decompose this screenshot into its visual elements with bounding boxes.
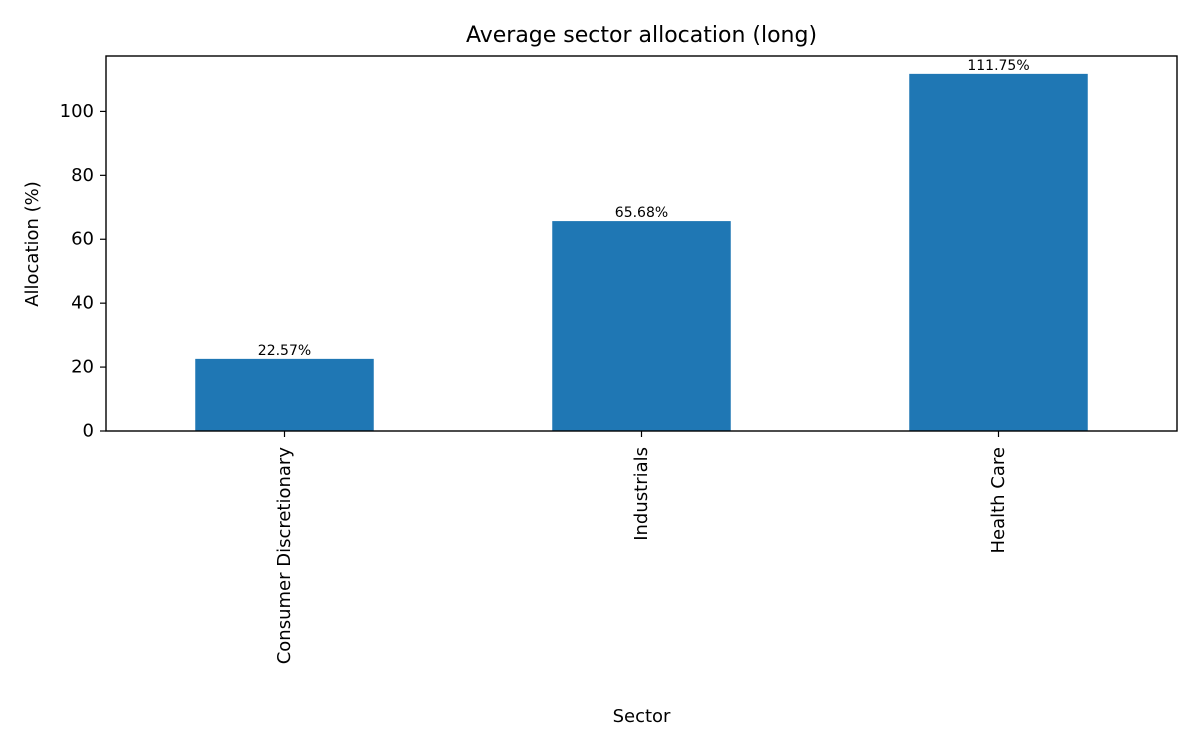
y-tick-label: 60 [71,229,94,250]
x-tick-label: Consumer Discretionary [274,447,295,665]
data-label: 111.75% [967,58,1029,74]
y-tick-label: 80 [71,165,94,186]
y-tick-label: 0 [83,421,94,442]
bar [195,358,374,431]
plot-frame [105,55,1178,432]
data-label: 65.68% [615,205,668,221]
chart-title: Average sector allocation (long) [466,23,817,48]
x-axis-label: Sector [613,706,671,727]
data-label: 22.57% [258,343,311,359]
y-axis-label: Allocation (%) [22,181,43,307]
plot-area: 22.57% Consumer Discretionary 65.68% Indust… [60,55,1178,665]
x-tick-label: Industrials [631,447,652,541]
bar [552,221,731,431]
y-tick-label: 20 [71,357,94,378]
y-tick-label: 40 [71,293,94,314]
x-tick-label: Health Care [988,447,1009,554]
bar [909,73,1088,432]
y-tick-label: 100 [60,101,94,122]
